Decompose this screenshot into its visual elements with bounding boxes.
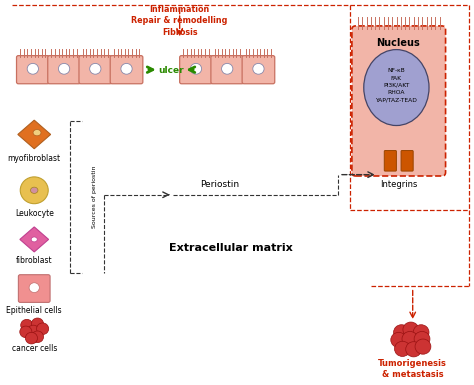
Text: Leukocyte: Leukocyte — [15, 209, 54, 218]
Text: Nucleus: Nucleus — [376, 38, 419, 48]
FancyBboxPatch shape — [180, 55, 212, 84]
Circle shape — [31, 331, 44, 343]
Circle shape — [36, 323, 49, 335]
Circle shape — [253, 64, 264, 74]
FancyBboxPatch shape — [17, 55, 49, 84]
Text: fibroblast: fibroblast — [16, 256, 53, 265]
FancyBboxPatch shape — [79, 55, 111, 84]
Text: Inflammation
Repair & remodelling
Fibrosis: Inflammation Repair & remodelling Fibros… — [131, 5, 228, 37]
Text: Periostin: Periostin — [200, 181, 239, 189]
Circle shape — [415, 339, 431, 354]
Polygon shape — [20, 227, 49, 252]
FancyBboxPatch shape — [401, 151, 413, 171]
Circle shape — [394, 341, 410, 357]
Circle shape — [393, 325, 410, 340]
Text: Sources of periostin: Sources of periostin — [92, 166, 97, 228]
Circle shape — [90, 64, 101, 74]
FancyBboxPatch shape — [18, 275, 50, 302]
Text: Tumorigenesis
& metastasis: Tumorigenesis & metastasis — [378, 359, 447, 379]
FancyBboxPatch shape — [110, 55, 143, 84]
Circle shape — [26, 332, 37, 344]
Text: ulcer: ulcer — [158, 66, 184, 75]
Circle shape — [29, 283, 39, 293]
Text: Extracellular matrix: Extracellular matrix — [169, 243, 293, 253]
Ellipse shape — [30, 187, 38, 193]
FancyBboxPatch shape — [211, 55, 244, 84]
Ellipse shape — [31, 237, 37, 242]
Text: cancer cells: cancer cells — [11, 344, 57, 353]
Circle shape — [391, 332, 407, 348]
Ellipse shape — [364, 50, 429, 126]
Text: Integrins: Integrins — [380, 181, 418, 189]
Circle shape — [413, 325, 429, 340]
Circle shape — [191, 64, 201, 74]
Circle shape — [221, 64, 233, 74]
Circle shape — [20, 177, 48, 204]
Text: myofibroblast: myofibroblast — [8, 154, 61, 163]
Circle shape — [27, 64, 38, 74]
Circle shape — [403, 322, 419, 337]
Text: Epithelial cells: Epithelial cells — [7, 306, 62, 315]
Circle shape — [31, 318, 44, 330]
Circle shape — [21, 320, 33, 331]
FancyBboxPatch shape — [242, 55, 275, 84]
Circle shape — [402, 331, 418, 346]
Polygon shape — [18, 120, 51, 149]
Circle shape — [414, 331, 430, 346]
Text: NF-κB
FAK
PI3K/AKT
RHOA
YAP/TAZ-TEAD: NF-κB FAK PI3K/AKT RHOA YAP/TAZ-TEAD — [375, 69, 417, 102]
Circle shape — [20, 326, 32, 338]
Circle shape — [58, 64, 70, 74]
Circle shape — [121, 64, 132, 74]
FancyBboxPatch shape — [48, 55, 81, 84]
Ellipse shape — [33, 129, 41, 136]
FancyBboxPatch shape — [384, 151, 396, 171]
FancyBboxPatch shape — [352, 26, 446, 176]
Circle shape — [406, 342, 421, 357]
Circle shape — [27, 325, 39, 337]
